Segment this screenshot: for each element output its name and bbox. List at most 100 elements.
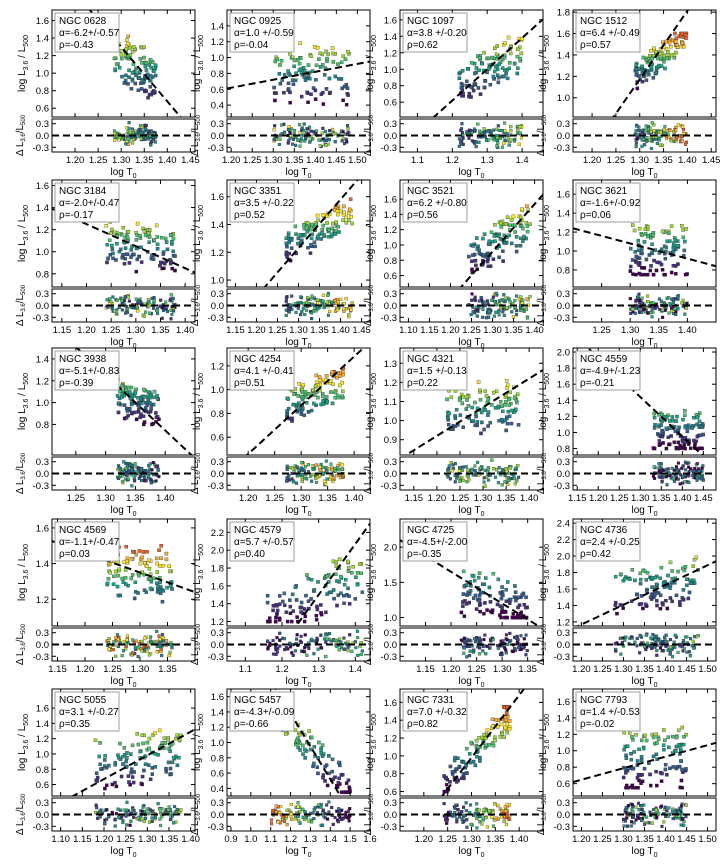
residual-point (121, 649, 126, 653)
residual-point (653, 638, 657, 642)
residual-point (354, 646, 358, 650)
residual-point (683, 142, 688, 146)
residual-point (169, 643, 173, 647)
x-tick-label: 1.20 (428, 493, 447, 504)
rho-text: ρ=0.22 (407, 378, 438, 389)
residual-point (342, 142, 347, 146)
data-point (124, 47, 128, 52)
data-point (306, 576, 311, 581)
data-point (644, 602, 648, 607)
residual-point (125, 800, 129, 804)
data-point (297, 61, 302, 66)
residual-point (671, 300, 675, 304)
y-label-mid: / L (192, 384, 203, 398)
residual-point (146, 469, 150, 473)
residual-point (275, 650, 279, 654)
data-point (155, 570, 160, 574)
y-tick-label: 0.6 (384, 271, 397, 282)
data-point (315, 604, 319, 609)
y-tick-label: 1.2 (211, 248, 224, 259)
data-point (669, 45, 673, 49)
residual-point (683, 475, 687, 479)
data-point (476, 575, 481, 580)
resid-label-sub: 3.6 (196, 133, 202, 142)
x-tick-label: 1.2 (446, 155, 459, 166)
residual-point (517, 475, 521, 479)
data-point (496, 404, 501, 409)
slope-text: α=-5.1+/-0.83 (59, 366, 120, 377)
data-point (168, 749, 172, 754)
data-point (175, 763, 180, 768)
x-axis-label: log T0 (286, 676, 312, 689)
data-point (491, 257, 496, 261)
residual-point (337, 648, 341, 652)
data-point (129, 248, 134, 252)
data-point (465, 394, 470, 399)
data-point (321, 394, 325, 399)
resid-y-tick-label: 0.0 (36, 640, 49, 651)
data-point (496, 234, 501, 238)
data-point (486, 424, 490, 428)
residual-point (637, 307, 641, 311)
data-point (158, 580, 162, 585)
data-point (668, 583, 673, 587)
y-axis-label: log L3.6 / L500 (17, 373, 30, 430)
data-point (644, 58, 649, 62)
data-point (177, 755, 181, 760)
x-label-main: log T (459, 676, 481, 687)
data-point (681, 228, 685, 232)
residual-point (451, 463, 455, 467)
data-point (140, 61, 144, 65)
residual-point (685, 461, 689, 465)
data-point (339, 574, 343, 579)
residual-point (133, 462, 137, 466)
residual-point (475, 314, 479, 318)
data-point (286, 231, 291, 235)
residual-point (504, 651, 508, 655)
x-tick-label: 1.3 (312, 664, 325, 675)
data-point (670, 569, 674, 573)
data-point (522, 234, 526, 239)
data-point (462, 614, 467, 618)
residual-point (681, 464, 685, 468)
legend-frame (54, 350, 120, 391)
y-label-sub: 500 (198, 544, 205, 556)
y-label-mid: / L (365, 384, 376, 398)
y-label-main: log L (538, 579, 549, 601)
data-point (485, 608, 489, 612)
resid-label-mid: /L (15, 803, 26, 812)
data-point (671, 250, 676, 254)
data-point (653, 575, 657, 580)
residual-point (496, 309, 501, 313)
residual-point (157, 475, 161, 479)
residual-point (655, 634, 659, 638)
scatter-points (633, 31, 689, 91)
data-point (663, 272, 667, 277)
data-point (640, 79, 645, 84)
data-point (302, 223, 306, 227)
data-point (110, 227, 114, 232)
data-point (677, 425, 681, 430)
data-point (114, 784, 119, 789)
data-point (290, 592, 295, 597)
data-point (321, 223, 326, 228)
residual-point (469, 128, 473, 133)
data-point (140, 555, 144, 560)
residual-point (473, 464, 477, 468)
scatter-points (285, 366, 346, 423)
resid-y-tick-label: -0.3 (33, 313, 49, 324)
data-point (127, 261, 132, 265)
data-point (477, 571, 482, 575)
data-point (359, 571, 364, 576)
y-tick-label: 1.0 (384, 240, 397, 251)
data-point (643, 227, 648, 231)
data-point (675, 244, 680, 248)
data-point (122, 746, 127, 750)
residual-point (468, 653, 472, 658)
resid-label-mid: /L (536, 633, 547, 642)
data-point (495, 602, 500, 607)
residual-point (459, 142, 463, 146)
data-point (330, 370, 335, 375)
fit-line (575, 560, 716, 626)
